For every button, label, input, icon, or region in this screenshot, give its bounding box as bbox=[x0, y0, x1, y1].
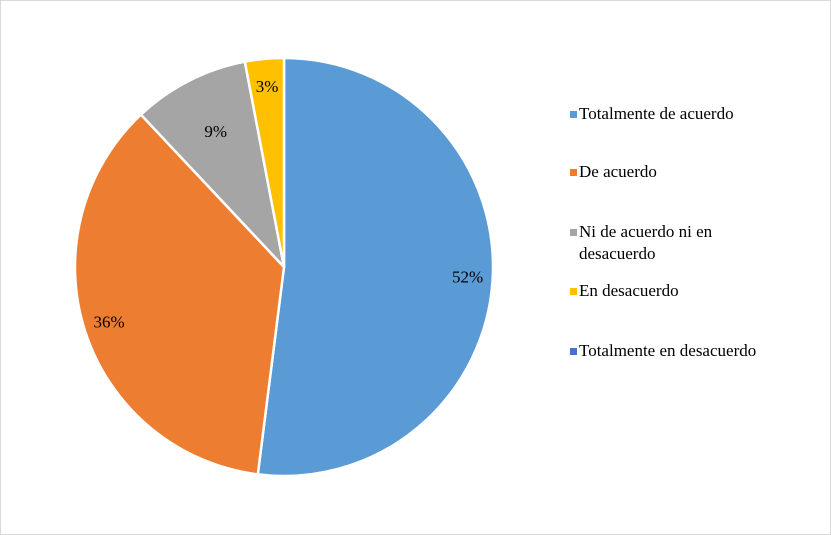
pie-slice-0 bbox=[256, 56, 495, 478]
legend-item-3: En desacuerdo bbox=[570, 281, 679, 300]
legend-item-0: Totalmente de acuerdo bbox=[570, 104, 734, 123]
slice-label-0: 52% bbox=[452, 267, 483, 286]
slice-label-2: 9% bbox=[204, 122, 227, 141]
legend-label-0: Totalmente de acuerdo bbox=[579, 104, 734, 123]
legend-swatch-1 bbox=[570, 169, 577, 176]
legend-swatch-2 bbox=[570, 229, 577, 236]
legend-item-2: Ni de acuerdo ni en desacuerdo bbox=[570, 222, 713, 263]
legend-item-4: Totalmente en desacuerdo bbox=[570, 341, 756, 360]
legend-swatch-4 bbox=[570, 348, 577, 355]
pie-slice-1 bbox=[73, 113, 286, 476]
slice-label-3: 3% bbox=[256, 77, 279, 96]
legend-label-3: En desacuerdo bbox=[579, 281, 679, 300]
slice-label-1: 36% bbox=[93, 313, 124, 332]
legend-label-4: Totalmente en desacuerdo bbox=[579, 341, 756, 360]
legend-swatch-0 bbox=[570, 111, 577, 118]
legend-label-1: De acuerdo bbox=[579, 162, 657, 181]
legend: Totalmente de acuerdo De acuerdo Ni de acu… bbox=[570, 104, 756, 360]
pie-slice-2 bbox=[139, 60, 286, 269]
legend-swatch-3 bbox=[570, 288, 577, 295]
legend-item-1: De acuerdo bbox=[570, 162, 657, 181]
pie-slice-labels: 52% 36% 9% 3% bbox=[93, 77, 483, 332]
pie-slices bbox=[73, 56, 495, 478]
legend-label-2: Ni de acuerdo ni en desacuerdo bbox=[579, 222, 713, 263]
pie-slice-3 bbox=[243, 56, 286, 269]
